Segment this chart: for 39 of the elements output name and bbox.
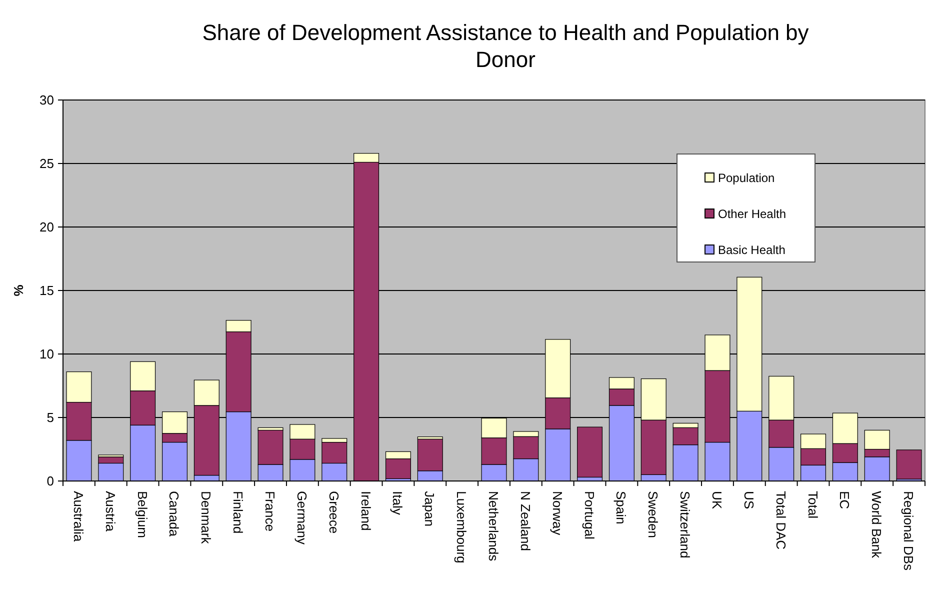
x-tick-label: Total [805,491,820,519]
y-tick-label: 25 [40,156,54,172]
y-tick-label: 10 [40,346,54,362]
y-tick-label: 20 [40,220,54,235]
x-tick-label: Regional DBs [901,491,916,571]
y-tick-label: 15 [40,283,54,298]
x-tick-label: Canada [166,491,182,538]
x-tick-label: Australia [70,491,86,542]
x-tick-label: Switzerland [678,491,693,558]
x-tick-label: Germany [294,491,310,545]
y-tick-label: 5 [46,410,54,426]
legend-label: Basic Health [718,243,786,258]
x-tick-label: N Zealand [518,491,533,551]
x-tick-label: Finland [230,491,246,534]
legend-label: Population [718,171,775,186]
x-tick-label: Norway [550,491,565,536]
x-tick-label: Greece [326,491,342,534]
x-tick-label: Ireland [358,491,374,531]
x-tick-label: Sweden [646,491,661,538]
x-tick-label: Denmark [198,491,214,544]
x-tick-label: Austria [102,491,118,532]
x-tick-label: EC [837,491,852,510]
x-tick-label: France [262,491,278,532]
x-tick-label: Luxembourg [454,491,470,564]
x-tick-label: UK [709,491,724,510]
x-tick-label: Netherlands [486,491,501,562]
y-tick-label: 30 [40,92,54,108]
chart-title: Share of Development Assistance to Health and Population by Donor [202,20,809,72]
y-axis-title: % [11,284,26,296]
x-tick-label: Japan [422,491,438,526]
x-tick-label: World Bank [869,491,884,558]
legend-label: Other Health [718,207,786,222]
y-tick-label: 0 [46,474,54,489]
x-tick-label: Belgium [134,491,150,538]
x-tick-label: Portugal [582,491,597,540]
x-tick-label: Spain [614,491,629,524]
x-tick-label: US [741,491,756,510]
x-tick-label: Total DAC [773,491,788,550]
x-tick-label: Italy [390,491,406,516]
